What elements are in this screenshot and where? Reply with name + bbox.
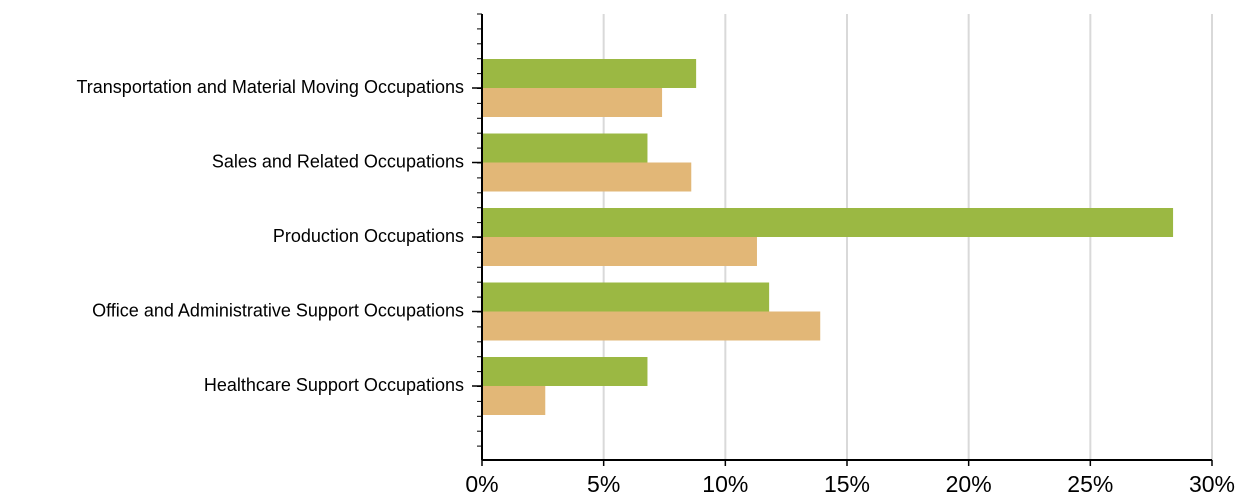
bar [482, 59, 697, 88]
x-tick-label: 0% [465, 471, 498, 497]
x-tick-label: 25% [1067, 471, 1113, 497]
bar [482, 133, 648, 163]
y-tick-label: Production Occupations [273, 226, 464, 246]
bar [482, 282, 770, 312]
y-tick-label: Healthcare Support Occupations [204, 375, 464, 395]
x-tick-label: 30% [1189, 471, 1235, 497]
x-tick-label: 10% [702, 471, 748, 497]
bar [482, 88, 663, 117]
bar [482, 357, 648, 386]
x-tick-label: 20% [946, 471, 992, 497]
bar [482, 237, 757, 266]
bar [482, 386, 546, 415]
x-tick-label: 5% [587, 471, 620, 497]
y-tick-label: Transportation and Material Moving Occup… [76, 77, 464, 97]
bar [482, 208, 1174, 237]
bar [482, 311, 821, 341]
x-tick-label: 15% [824, 471, 870, 497]
y-tick-label: Sales and Related Occupations [212, 151, 464, 171]
y-tick-label: Office and Administrative Support Occupa… [92, 300, 464, 320]
bar [482, 162, 692, 192]
